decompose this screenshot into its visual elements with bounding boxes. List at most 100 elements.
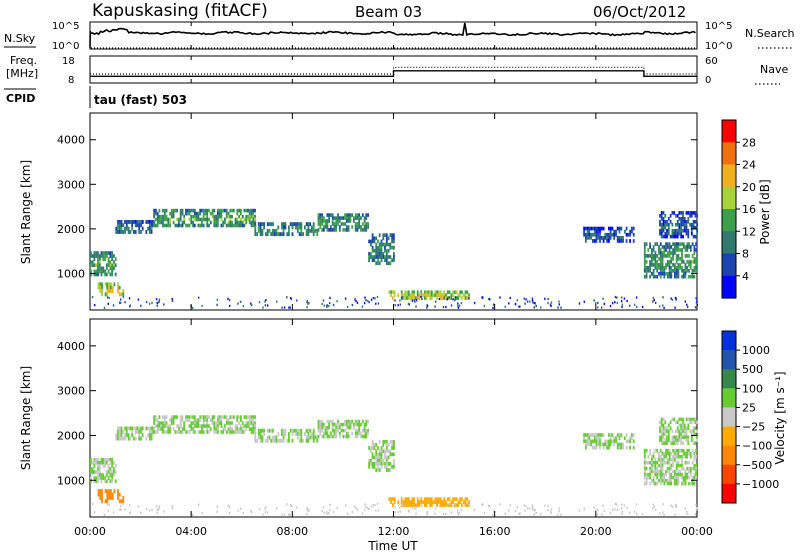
velocity-cell — [111, 457, 113, 462]
velocity-cell — [685, 438, 688, 443]
velocity-cell — [367, 506, 369, 510]
nsky-tick-high: 10^5 — [52, 21, 79, 32]
power-cell — [356, 216, 359, 220]
colorbar-tick-label: −1000 — [742, 478, 779, 491]
power-cell — [367, 213, 369, 217]
power-cell — [675, 248, 678, 252]
power-cell — [660, 211, 663, 215]
power-cell — [109, 272, 112, 277]
power-cell — [363, 228, 366, 232]
velocity-cell — [418, 503, 421, 507]
velocity-cell — [138, 426, 141, 431]
power-cell — [178, 220, 180, 225]
power-cell — [385, 261, 388, 266]
velocity-cell — [643, 475, 646, 480]
power-cell — [97, 285, 100, 290]
velocity-cell — [448, 503, 450, 506]
power-cell — [421, 297, 423, 300]
velocity-cell — [409, 503, 412, 507]
velocity-cell — [328, 434, 330, 439]
velocity-cell — [677, 460, 680, 465]
power-cell — [672, 269, 674, 273]
velocity-cell — [279, 438, 281, 443]
power-cell — [174, 208, 177, 213]
velocity-cell — [599, 436, 601, 441]
velocity-cell — [356, 431, 359, 436]
velocity-cell — [420, 500, 423, 504]
power-cell — [659, 263, 662, 267]
power-cell — [250, 220, 253, 225]
power-cell — [423, 296, 426, 300]
velocity-cell — [98, 464, 101, 468]
velocity-cell — [385, 455, 388, 460]
power-cell — [238, 223, 240, 228]
power-cell — [284, 225, 287, 230]
velocity-cell — [307, 428, 310, 433]
velocity-cell — [658, 469, 660, 474]
power-cell — [213, 208, 216, 213]
power-cell — [436, 293, 438, 297]
velocity-cell — [382, 443, 385, 447]
velocity-cell — [666, 429, 668, 434]
velocity-cell — [363, 425, 366, 430]
velocity-cell — [109, 473, 112, 477]
power-cell — [455, 296, 458, 300]
velocity-cell — [662, 429, 665, 434]
power-cell — [585, 226, 587, 231]
power-cell — [675, 254, 678, 258]
power-cell — [675, 269, 678, 273]
power-cell — [659, 269, 662, 273]
velocity-cell — [466, 497, 469, 501]
velocity-cell — [326, 431, 329, 436]
velocity-cell — [337, 428, 339, 433]
velocity-cell — [453, 497, 456, 501]
power-cell — [93, 251, 96, 255]
power-cell — [621, 296, 623, 299]
velocity-cell — [647, 454, 650, 459]
power-cell — [328, 213, 330, 217]
velocity-cell — [663, 454, 666, 459]
power-cell — [113, 263, 115, 268]
velocity-cell — [227, 427, 230, 431]
power-cell — [385, 258, 388, 262]
freq-trace — [90, 70, 697, 77]
velocity-cell — [667, 429, 670, 434]
power-cell — [660, 225, 663, 230]
velocity-cell — [654, 466, 657, 471]
velocity-cell — [651, 478, 653, 483]
power-cell — [340, 216, 343, 220]
power-cell — [429, 290, 431, 294]
velocity-cell — [665, 448, 667, 453]
power-cell — [209, 211, 212, 216]
power-cell — [324, 225, 327, 229]
velocity-cell — [460, 509, 463, 512]
power-cell — [660, 222, 663, 227]
power-cell — [316, 228, 319, 233]
velocity-cell — [162, 421, 164, 425]
velocity-cell — [312, 428, 315, 433]
power-cell — [599, 236, 601, 240]
velocity-cell — [597, 439, 600, 444]
velocity-cell — [371, 465, 374, 469]
power-cell — [445, 296, 447, 300]
velocity-cell — [162, 430, 164, 434]
velocity-cell — [101, 495, 103, 500]
power-cell — [672, 254, 674, 258]
velocity-cell — [326, 511, 328, 514]
power-cell — [240, 217, 242, 222]
power-cell — [97, 260, 99, 265]
power-cell — [423, 290, 426, 294]
velocity-cell — [322, 434, 325, 439]
velocity-cell — [666, 460, 669, 465]
velocity-cell — [338, 434, 341, 439]
power-cell — [344, 297, 347, 300]
velocity-cell — [346, 419, 348, 424]
velocity-cell — [681, 448, 683, 453]
power-cell — [165, 208, 168, 213]
velocity-cell — [321, 425, 323, 430]
power-cell — [627, 232, 630, 237]
velocity-cell — [326, 425, 329, 430]
power-cell — [254, 228, 257, 233]
power-cell — [649, 254, 651, 258]
power-cell — [659, 248, 662, 252]
